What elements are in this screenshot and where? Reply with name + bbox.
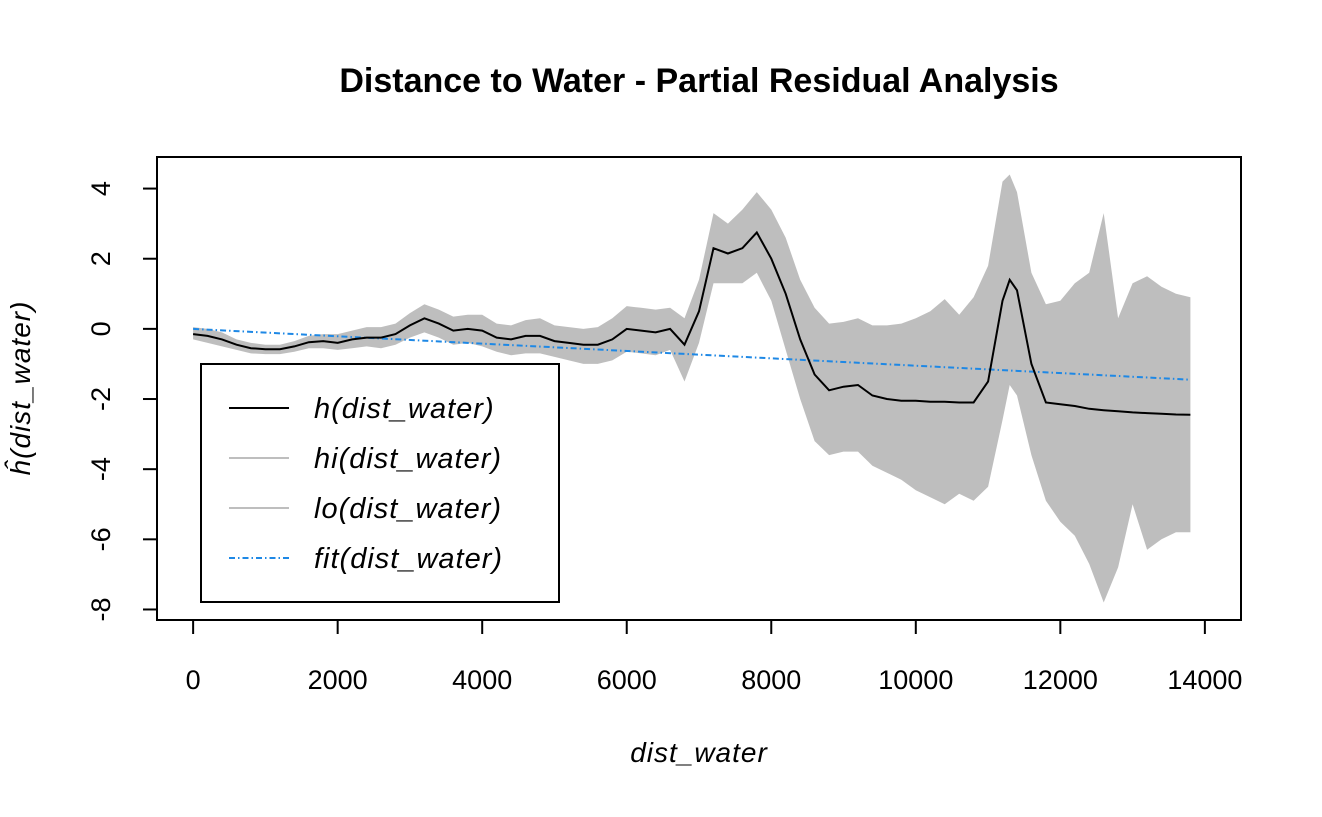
legend-label-lo: lo(dist_water) (314, 493, 502, 525)
x-tick-label: 14000 (1167, 665, 1242, 695)
y-axis-label: ĥ(dist_water) (4, 301, 36, 476)
x-axis-label: dist_water (630, 737, 768, 768)
x-tick-label: 8000 (741, 665, 801, 695)
legend: h(dist_water) hi(dist_water) lo(dist_wat… (200, 363, 560, 603)
x-tick-label: 0 (186, 665, 201, 695)
y-tick-label: -8 (86, 597, 116, 621)
y-tick-label: 2 (86, 251, 116, 266)
x-tick-label: 12000 (1023, 665, 1098, 695)
fit-line (193, 327, 1191, 381)
fit-line-layer (193, 327, 1191, 381)
y-tick-label: 0 (86, 321, 116, 336)
legend-label-fit: fit(dist_water) (314, 543, 503, 575)
x-tick-label: 2000 (308, 665, 368, 695)
legend-label-h: h(dist_water) (314, 393, 495, 425)
h-line-layer (192, 230, 1191, 416)
chart-title: Distance to Water - Partial Residual Ana… (339, 62, 1058, 100)
confidence-band-layer (193, 174, 1191, 603)
x-tick-label: 10000 (878, 665, 953, 695)
confidence-band (193, 174, 1191, 603)
y-tick-label: -2 (86, 387, 116, 411)
x-tick-label: 6000 (597, 665, 657, 695)
legend-label-hi: hi(dist_water) (314, 443, 502, 475)
h-line (192, 230, 1191, 416)
y-axis: -8 -6 -4 -2 0 2 4 (86, 181, 158, 621)
legend-box (200, 363, 560, 603)
y-tick-label: -4 (86, 457, 116, 481)
x-axis: 0 2000 4000 6000 8000 10000 12000 14000 (186, 619, 1242, 695)
y-tick-label: -6 (86, 527, 116, 551)
x-tick-label: 4000 (452, 665, 512, 695)
y-tick-label: 4 (86, 181, 116, 196)
